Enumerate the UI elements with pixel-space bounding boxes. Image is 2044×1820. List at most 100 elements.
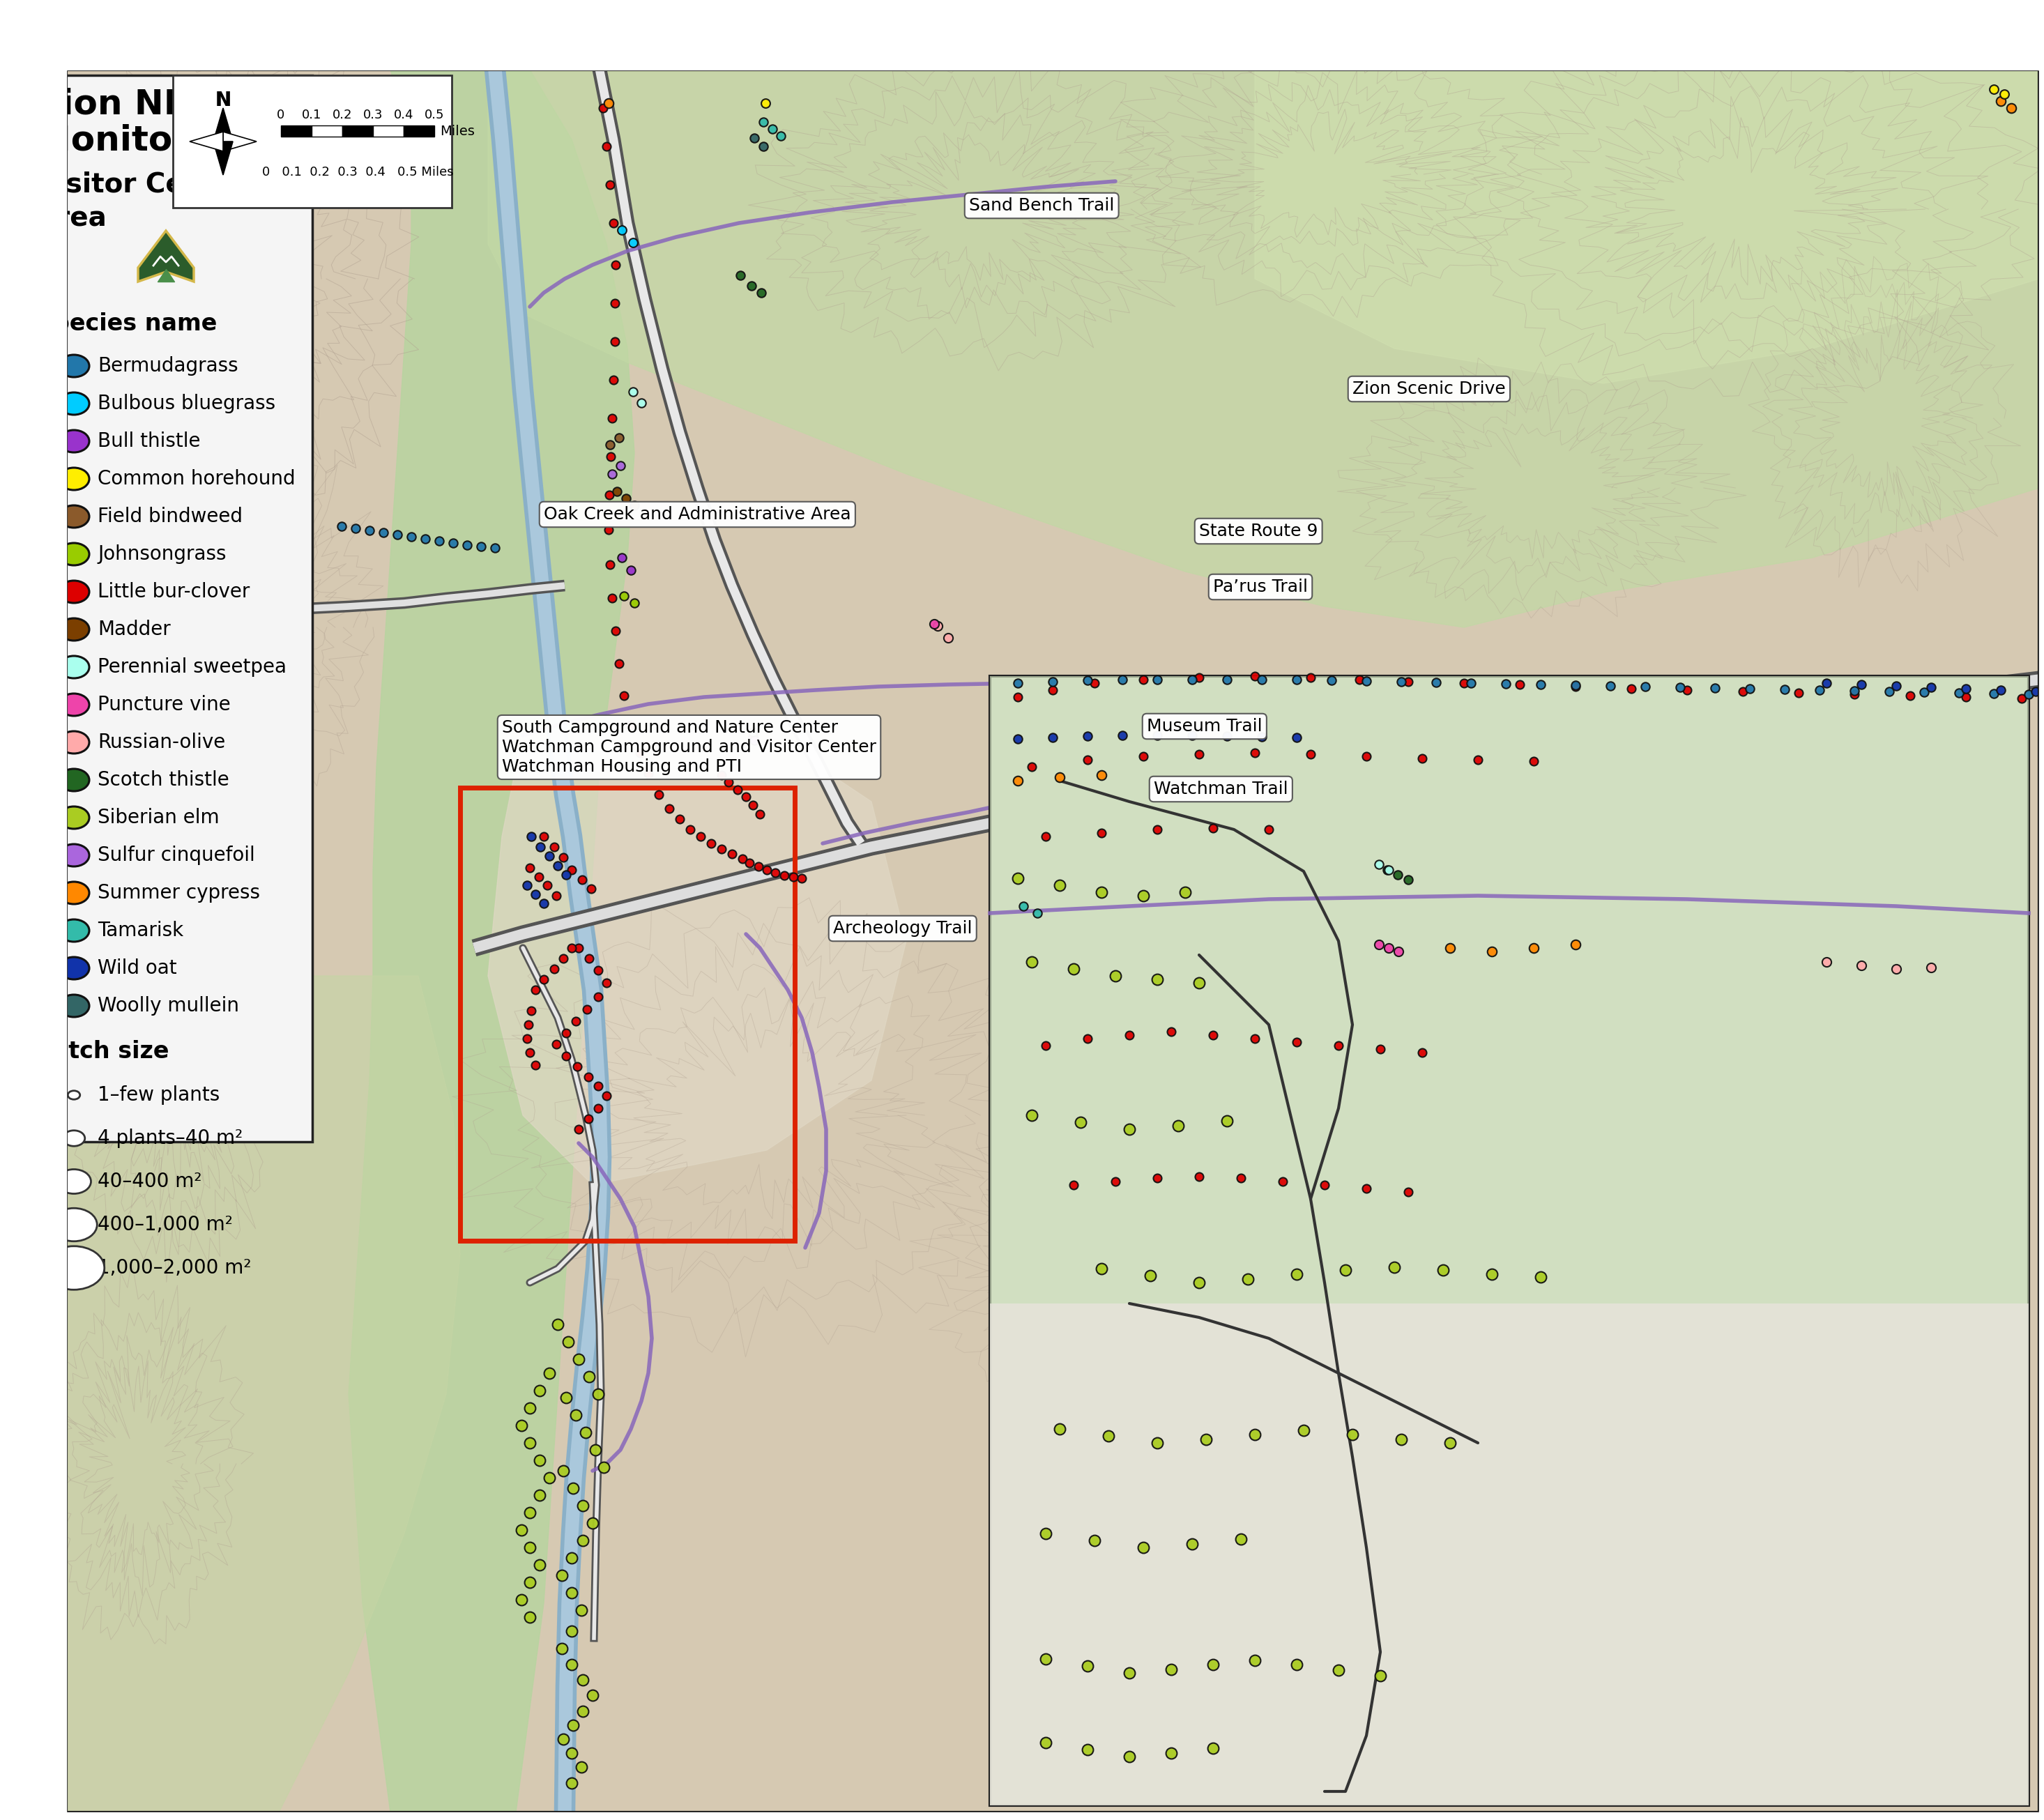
- Point: [578, 1436, 611, 1465]
- Point: [1057, 954, 1089, 983]
- Point: [548, 843, 580, 872]
- Point: [572, 1105, 605, 1134]
- Point: [1183, 662, 1216, 692]
- Point: [1114, 1742, 1147, 1771]
- Point: [380, 521, 413, 550]
- Point: [1378, 1252, 1410, 1281]
- Point: [1372, 934, 1404, 963]
- Point: [599, 251, 632, 280]
- Point: [1042, 763, 1075, 792]
- Point: [609, 484, 642, 513]
- Point: [540, 1030, 572, 1059]
- Point: [730, 783, 762, 812]
- Point: [617, 588, 650, 617]
- Point: [1392, 864, 1425, 894]
- Text: Miles: Miles: [439, 124, 474, 138]
- Point: [615, 555, 648, 584]
- Point: [1085, 761, 1118, 790]
- Point: [1846, 950, 1878, 979]
- Point: [615, 710, 648, 739]
- Point: [505, 1516, 538, 1545]
- Point: [1560, 672, 1592, 701]
- Point: [1594, 672, 1627, 701]
- Point: [560, 1052, 593, 1081]
- Point: [695, 828, 728, 857]
- Bar: [989, 677, 2028, 1805]
- Point: [593, 89, 625, 118]
- Point: [1239, 662, 1271, 692]
- Point: [556, 934, 589, 963]
- Point: [1392, 1178, 1425, 1207]
- Point: [603, 650, 636, 679]
- Point: [675, 815, 707, 844]
- Point: [562, 1345, 595, 1374]
- Point: [605, 215, 638, 244]
- Point: [564, 1753, 597, 1782]
- Point: [1476, 937, 1508, 966]
- Point: [722, 775, 754, 804]
- Point: [1517, 934, 1549, 963]
- Point: [1803, 675, 1836, 704]
- Point: [593, 169, 625, 198]
- Point: [576, 1680, 609, 1709]
- Text: Madder: Madder: [98, 619, 170, 639]
- Text: State Route 9: State Route 9: [1200, 522, 1318, 539]
- Bar: [0, 1813, 2044, 1820]
- Point: [1406, 744, 1439, 774]
- Point: [736, 717, 769, 746]
- Point: [464, 531, 497, 561]
- Point: [1294, 662, 1327, 692]
- Bar: [341, 126, 372, 136]
- Point: [1461, 744, 1494, 774]
- Point: [437, 528, 470, 557]
- Ellipse shape: [43, 1247, 104, 1290]
- Point: [513, 1394, 546, 1423]
- Point: [556, 1769, 589, 1798]
- Point: [764, 122, 797, 151]
- Point: [1476, 1259, 1508, 1289]
- Point: [1196, 1734, 1228, 1764]
- Point: [705, 761, 738, 790]
- Text: 0.4: 0.4: [394, 109, 413, 122]
- Point: [1175, 1529, 1208, 1558]
- Point: [570, 996, 603, 1025]
- Point: [523, 863, 556, 892]
- Point: [1308, 1170, 1341, 1199]
- Point: [1042, 1414, 1075, 1443]
- Point: [1421, 668, 1453, 697]
- Point: [597, 209, 630, 238]
- Point: [1196, 1651, 1228, 1680]
- Polygon shape: [1255, 69, 2040, 384]
- Point: [1141, 721, 1173, 750]
- Point: [591, 1081, 623, 1110]
- Text: 40–400 m²: 40–400 m²: [98, 1172, 202, 1192]
- Point: [2019, 677, 2044, 706]
- Point: [583, 956, 615, 985]
- Point: [1141, 815, 1173, 844]
- Point: [593, 515, 625, 544]
- Ellipse shape: [59, 693, 90, 715]
- Point: [1183, 968, 1216, 997]
- Point: [1349, 666, 1382, 695]
- Point: [562, 934, 595, 963]
- Point: [1002, 864, 1034, 894]
- Point: [599, 617, 632, 646]
- Point: [617, 228, 650, 257]
- Point: [1664, 673, 1697, 703]
- Point: [519, 1050, 552, 1079]
- Point: [1091, 1421, 1124, 1451]
- Point: [533, 841, 566, 870]
- Point: [1183, 1161, 1216, 1190]
- Polygon shape: [489, 732, 905, 1185]
- Point: [548, 945, 580, 974]
- Point: [595, 404, 628, 433]
- Point: [1950, 673, 1983, 703]
- Point: [1880, 954, 1913, 983]
- Text: Archeology Trail: Archeology Trail: [834, 921, 973, 937]
- Point: [556, 855, 589, 885]
- Point: [523, 1481, 556, 1511]
- Point: [505, 1585, 538, 1614]
- Point: [750, 855, 783, 885]
- Point: [519, 976, 552, 1005]
- Point: [746, 131, 779, 160]
